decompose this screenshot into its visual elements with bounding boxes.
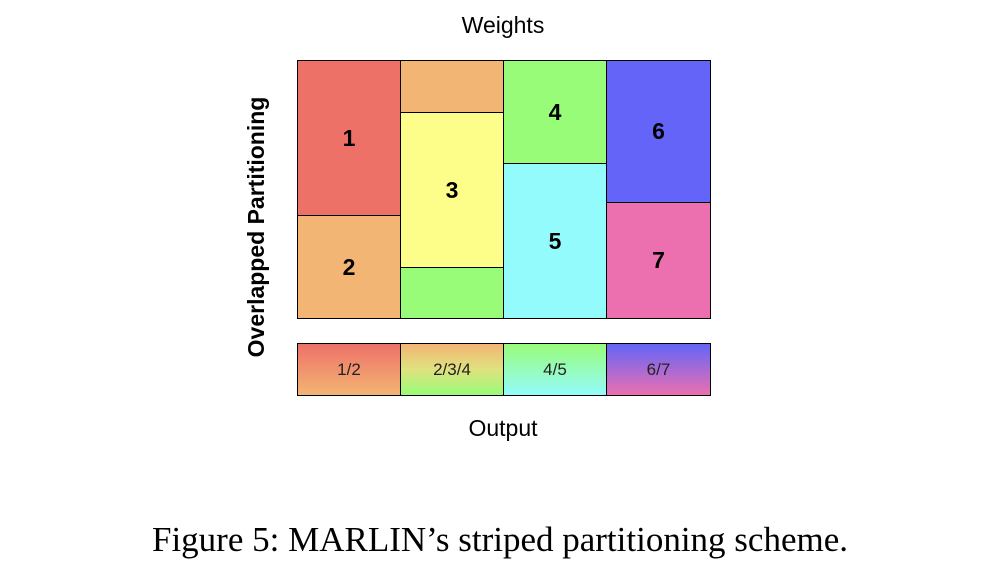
block-5-label: 5 xyxy=(548,227,562,254)
output-label: 6/7 xyxy=(646,359,671,379)
output-label: 4/5 xyxy=(543,359,567,379)
block-6: 6 xyxy=(606,60,711,203)
output-cell-4-5: 4/5 xyxy=(503,343,607,396)
output-label: 2/3/4 xyxy=(433,359,471,379)
block-5: 5 xyxy=(503,163,607,319)
output-label: 1/2 xyxy=(337,359,361,379)
block-4-start xyxy=(400,267,504,319)
block-2-continued xyxy=(400,60,504,113)
output-row: 1/2 2/3/4 4/5 6/7 xyxy=(297,343,711,396)
block-4: 4 xyxy=(503,60,607,164)
block-7: 7 xyxy=(606,202,711,319)
block-2: 2 xyxy=(297,215,401,319)
overlapped-partitioning-label: Overlapped Partitioning xyxy=(243,96,269,358)
output-cell-2-3-4: 2/3/4 xyxy=(400,343,504,396)
block-6-label: 6 xyxy=(652,118,665,144)
block-4-label: 4 xyxy=(548,98,562,125)
weights-label: Weights xyxy=(461,12,545,38)
output-label-title: Output xyxy=(468,415,538,441)
weights-grid: 1 2 3 4 5 6 7 xyxy=(297,60,711,319)
block-1: 1 xyxy=(297,60,401,216)
block-1-label: 1 xyxy=(342,124,356,151)
block-2-label: 2 xyxy=(342,253,356,280)
output-cell-6-7: 6/7 xyxy=(606,343,711,396)
block-7-label: 7 xyxy=(652,247,665,273)
block-3-label: 3 xyxy=(445,176,459,203)
block-3: 3 xyxy=(400,112,504,268)
figure-caption: Figure 5: MARLIN’s striped partitioning … xyxy=(151,520,849,559)
output-cell-1-2: 1/2 xyxy=(297,343,401,396)
